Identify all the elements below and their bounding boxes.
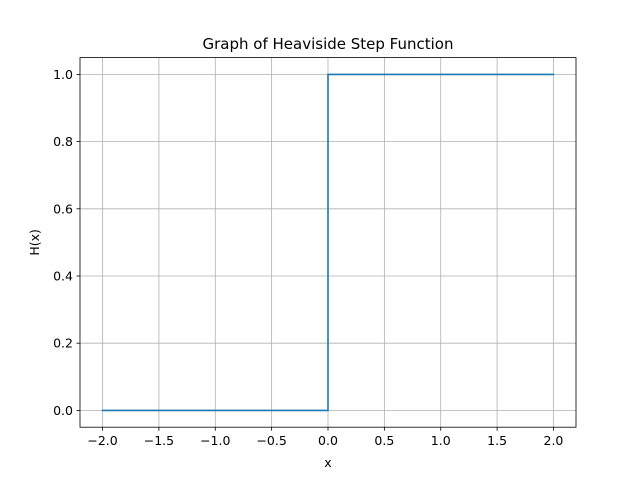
x-tick-label: 1.0 [431, 433, 451, 448]
series-line-0 [101, 73, 555, 412]
y-tick-label: 0.0 [53, 403, 73, 418]
y-axis-label: H(x) [27, 229, 42, 256]
chart-title: Graph of Heaviside Step Function [203, 35, 454, 53]
x-tick-label: −1.5 [144, 433, 174, 448]
series-layer [101, 73, 555, 412]
x-axis-ticks: −2.0 −1.5 −1.0 −0.5 0.0 0.5 1.0 1.5 2.0 [87, 427, 563, 448]
x-tick-label: 0.5 [374, 433, 394, 448]
x-tick-label: −2.0 [87, 433, 117, 448]
x-tick-label: 0.0 [318, 433, 338, 448]
x-tick-label: −1.0 [200, 433, 230, 448]
x-tick-label: 2.0 [544, 433, 564, 448]
y-tick-label: 0.4 [53, 269, 73, 284]
y-tick-label: 0.2 [53, 336, 73, 351]
y-tick-label: 0.8 [53, 134, 73, 149]
y-axis-ticks: 0.0 0.2 0.4 0.6 0.8 1.0 [53, 67, 80, 418]
y-tick-label: 0.6 [53, 201, 73, 216]
y-tick-label: 1.0 [53, 67, 73, 82]
x-axis-label: x [324, 455, 331, 470]
x-tick-label: 1.5 [487, 433, 507, 448]
x-tick-label: −0.5 [256, 433, 286, 448]
